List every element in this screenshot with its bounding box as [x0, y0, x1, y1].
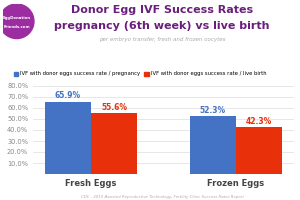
- Bar: [45, 102, 91, 174]
- Text: pregnancy (6th week) vs live birth: pregnancy (6th week) vs live birth: [54, 21, 270, 31]
- Circle shape: [0, 4, 34, 39]
- Text: Friends.com: Friends.com: [3, 25, 30, 29]
- Text: 52.3%: 52.3%: [200, 106, 226, 115]
- Bar: [190, 116, 236, 174]
- Text: EggDonation: EggDonation: [3, 16, 31, 20]
- Text: 65.9%: 65.9%: [55, 91, 81, 100]
- Legend: IVF with donor eggs success rate / pregnancy, IVF with donor eggs success rate /: IVF with donor eggs success rate / pregn…: [12, 69, 268, 79]
- Text: per embryo transfer, fresh and frozen oocytes: per embryo transfer, fresh and frozen oo…: [99, 37, 225, 42]
- Bar: [236, 127, 282, 174]
- Bar: [91, 113, 137, 174]
- Text: Donor Egg IVF Success Rates: Donor Egg IVF Success Rates: [71, 5, 253, 15]
- Text: 55.6%: 55.6%: [101, 103, 127, 112]
- Text: 42.3%: 42.3%: [246, 117, 272, 126]
- Text: CDC - 2015 Assisted Reproductive Technology, Fertility Clinic Success Rates Repo: CDC - 2015 Assisted Reproductive Technol…: [81, 195, 243, 199]
